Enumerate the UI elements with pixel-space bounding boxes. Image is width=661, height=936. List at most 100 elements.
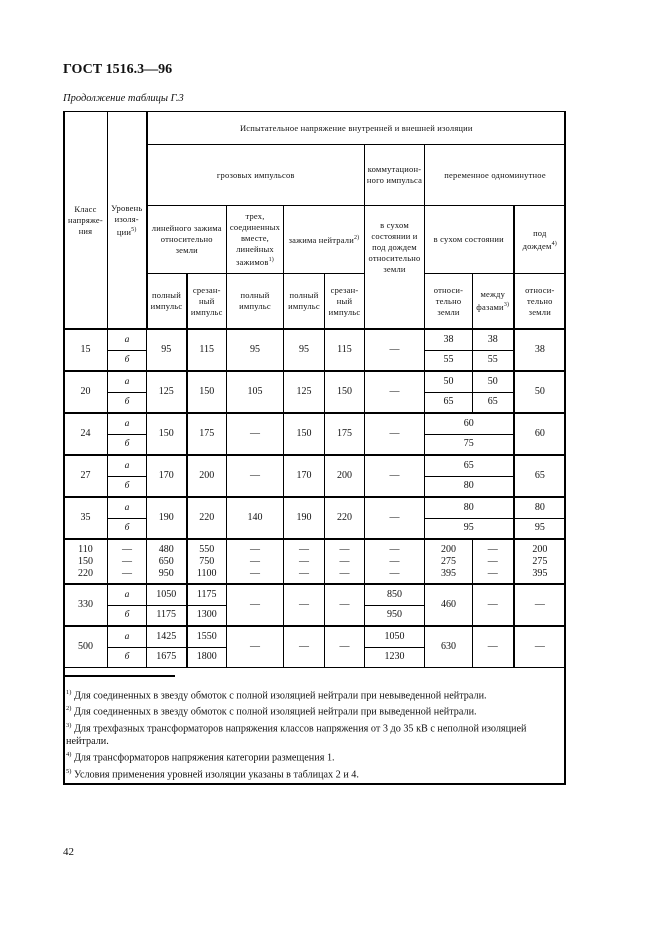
cell: — <box>472 625 514 668</box>
cell: 1050 <box>364 625 425 648</box>
cell: — <box>472 583 514 627</box>
cell: 175 <box>324 412 365 456</box>
cell: 80 <box>512 496 567 519</box>
cell: — <box>364 496 425 540</box>
cell: 550 750 1100 <box>185 538 227 585</box>
table-row: 15 а 95 115 95 95 115 — 38 38 38 <box>63 328 567 372</box>
cell: 200 <box>324 454 365 498</box>
cell: 125 <box>283 370 325 414</box>
cell-level: а <box>107 412 147 435</box>
table-header: Класс напряже-ния Уровень изоля-ции5) Ис… <box>63 111 567 330</box>
table-row: 24 а 150 175 — 150 175 — 60 60 <box>63 412 567 456</box>
cell-level: б <box>107 604 147 627</box>
cell-class: 24 <box>63 412 108 456</box>
cell: 95 <box>226 328 284 372</box>
cell: 65 <box>512 454 567 498</box>
cell: 460 <box>424 583 473 627</box>
cell: — — — <box>226 538 284 585</box>
cell: 65 <box>424 391 473 414</box>
col-neutral-full: полный импульс <box>283 273 325 330</box>
cell: 950 <box>364 604 425 627</box>
cell: 55 <box>472 349 514 372</box>
cell: 95 <box>512 517 567 540</box>
cell: 1175 <box>185 583 227 606</box>
col-rain-earth: относи-тельно земли <box>512 273 567 330</box>
test-voltage-table: Класс напряже-ния Уровень изоля-ции5) Ис… <box>63 111 567 668</box>
cell-level: б <box>107 391 147 414</box>
cell: 95 <box>146 328 187 372</box>
cell: — <box>283 625 325 668</box>
cell: 150 <box>146 412 187 456</box>
table-body: 15 а 95 115 95 95 115 — 38 38 38 б 55 55… <box>63 328 567 668</box>
footnote-rule <box>65 675 175 677</box>
col-ac: переменное одноминутное <box>423 144 567 206</box>
cell: — <box>364 454 425 498</box>
page-number: 42 <box>63 846 74 858</box>
cell-level: а <box>107 625 147 648</box>
col-dry: в сухом состоянии <box>424 205 514 274</box>
cell: 38 <box>512 328 567 372</box>
col-lightning: грозовых импульсов <box>145 144 365 206</box>
cell: 150 <box>185 370 227 414</box>
cell: 1550 <box>185 625 227 648</box>
cell: 175 <box>185 412 227 456</box>
cell: 1675 <box>146 646 187 668</box>
cell-class: 110 150 220 <box>63 538 108 585</box>
cell-class: 15 <box>63 328 108 372</box>
table-row: б 95 95 <box>64 517 567 540</box>
cell: — <box>283 583 325 627</box>
cell: — <box>324 625 365 668</box>
table-row: б 80 <box>64 475 566 498</box>
cell: 630 <box>424 625 473 668</box>
cell: 65 <box>472 391 514 414</box>
cell: 50 <box>472 370 514 393</box>
cell: 150 <box>283 412 325 456</box>
cell: — — — <box>472 538 514 585</box>
col-dry-earth: относи-тельно земли <box>424 273 473 330</box>
cell: 480 650 950 <box>146 538 187 585</box>
cell: 150 <box>324 370 365 414</box>
col-rain: под дождем4) <box>512 205 567 274</box>
cell: 190 <box>146 496 187 540</box>
cell: 1425 <box>146 625 187 648</box>
cell: 60 <box>512 412 567 456</box>
cell: 140 <box>226 496 284 540</box>
col-line-full: полный импульс <box>145 273 187 330</box>
cell-class: 27 <box>63 454 108 498</box>
cell: 115 <box>324 328 365 372</box>
table-row: 330 а 1050 1175 — — — 850 460 — — <box>63 583 567 627</box>
col-dry-phases: между фазами3) <box>472 273 514 330</box>
cell: — <box>364 412 425 456</box>
cell-level: б <box>107 349 147 372</box>
cell: 200 275 395 <box>424 538 473 585</box>
cell: 200 <box>185 454 227 498</box>
cell-class: 20 <box>63 370 108 414</box>
table-caption: Продолжение таблицы Г.3 <box>63 93 184 104</box>
cell: — <box>226 454 284 498</box>
cell-class: 330 <box>63 583 108 627</box>
cell: 1230 <box>364 646 425 668</box>
cell: 95 <box>424 517 514 540</box>
cell: 65 <box>424 454 514 477</box>
footnotes: 1) Для соединенных в звезду обмоток с по… <box>66 686 566 781</box>
table-row: 27 а 170 200 — 170 200 — 65 65 <box>63 454 567 498</box>
col-line-chopped: срезан-ный импульс <box>185 273 227 330</box>
cell: 80 <box>424 475 514 498</box>
cell-level: а <box>107 496 147 519</box>
footnote: 3) Для трехфазных трансформаторов напряж… <box>66 721 527 748</box>
cell: — <box>364 370 425 414</box>
cell: — <box>226 583 284 627</box>
table-row: 20 а 125 150 105 125 150 — 50 50 50 <box>63 370 567 414</box>
cell-level: б <box>107 475 147 498</box>
cell-level: б <box>107 517 147 540</box>
cell: — <box>226 625 284 668</box>
cell: 80 <box>424 496 514 519</box>
cell: 50 <box>512 370 567 414</box>
col-test-voltage: Испытательное напряжение внутренней и вн… <box>145 111 567 145</box>
footnote: 2) Для соединенных в звезду обмоток с по… <box>66 705 477 718</box>
col-switching: коммутацион-ного импульса <box>364 144 425 206</box>
cell: 55 <box>424 349 473 372</box>
cell: 38 <box>424 328 473 351</box>
cell: 1800 <box>185 646 227 668</box>
cell: 170 <box>283 454 325 498</box>
